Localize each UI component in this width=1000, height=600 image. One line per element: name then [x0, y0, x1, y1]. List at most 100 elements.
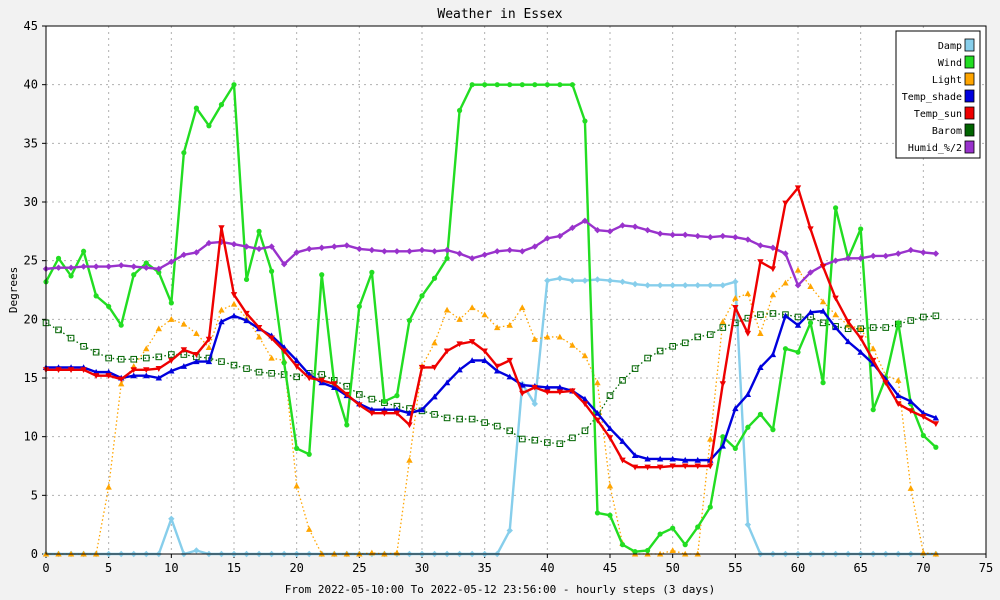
data-point-barom — [581, 427, 589, 435]
data-point-temp-shade — [456, 366, 463, 373]
data-point-humid-2 — [118, 262, 125, 269]
data-point-wind — [833, 205, 839, 211]
plot-area — [45, 25, 987, 555]
data-point-barom — [844, 325, 852, 333]
data-point-temp-sun — [619, 457, 626, 464]
data-point-light — [293, 482, 300, 489]
y-tick-label: 30 — [24, 195, 38, 209]
data-point-temp-sun — [368, 410, 376, 417]
data-point-humid-2 — [80, 263, 87, 270]
legend-swatch — [964, 106, 975, 120]
data-point-wind — [519, 82, 525, 88]
data-point-barom — [920, 313, 927, 321]
data-point-wind — [745, 424, 751, 430]
data-point-barom — [631, 365, 639, 372]
data-point-damp — [581, 277, 589, 284]
data-point-temp-sun — [130, 367, 137, 373]
data-point-temp-sun — [519, 390, 526, 397]
chart-title: Weather in Essex — [437, 7, 562, 22]
data-point-damp — [193, 547, 200, 554]
data-point-humid-2 — [180, 251, 188, 258]
data-point-humid-2 — [130, 263, 137, 270]
y-tick-label: 40 — [24, 78, 38, 92]
data-point-wind — [55, 255, 62, 261]
data-point-humid-2 — [619, 222, 626, 229]
data-point-light — [431, 339, 438, 346]
data-point-barom — [556, 440, 564, 448]
data-point-humid-2 — [443, 246, 451, 254]
data-point-light — [569, 341, 576, 348]
data-point-barom — [218, 358, 225, 365]
data-point-temp-shade — [782, 312, 789, 319]
data-point-humid-2 — [732, 234, 739, 241]
data-point-humid-2 — [669, 231, 676, 239]
data-point-humid-2 — [356, 245, 363, 253]
data-point-humid-2 — [494, 248, 501, 255]
legend-label: Wind — [938, 58, 962, 69]
data-point-light — [895, 377, 902, 383]
data-point-light — [255, 333, 263, 340]
data-point-barom — [869, 324, 877, 331]
data-point-temp-sun — [155, 366, 162, 372]
data-point-light — [306, 526, 313, 532]
data-point-barom — [168, 351, 175, 358]
data-point-barom — [67, 334, 75, 342]
data-point-light — [757, 330, 764, 336]
data-point-humid-2 — [318, 244, 325, 251]
x-tick-label: 60 — [791, 561, 805, 575]
data-point-damp — [719, 282, 726, 289]
data-point-temp-shade — [193, 358, 200, 365]
data-point-barom — [794, 313, 802, 321]
legend-swatch — [964, 38, 975, 52]
data-point-wind — [394, 393, 400, 399]
data-point-temp-sun — [794, 185, 802, 192]
data-point-wind — [118, 322, 124, 328]
axis-ticks: 0 5 10 15 20 25 30 35 40 45 0 5 10 15 20 25 30 35 40 45 50 55… — [24, 19, 994, 575]
data-point-humid-2 — [243, 243, 250, 250]
data-point-temp-shade — [506, 373, 513, 380]
data-point-temp-sun — [481, 348, 488, 355]
data-point-temp-sun — [857, 335, 864, 342]
data-point-barom — [644, 354, 651, 362]
data-point-temp-sun — [870, 357, 877, 364]
data-point-humid-2 — [205, 239, 213, 247]
data-point-light — [606, 482, 614, 489]
data-point-humid-2 — [932, 250, 940, 257]
data-point-barom — [706, 331, 714, 338]
data-point-barom — [907, 317, 915, 324]
y-tick-label: 35 — [24, 136, 38, 150]
data-point-temp-shade — [581, 395, 589, 402]
data-point-temp-shade — [895, 392, 902, 399]
data-point-humid-2 — [92, 263, 100, 270]
data-point-temp-shade — [544, 384, 551, 390]
data-point-light — [456, 316, 463, 322]
data-point-barom — [117, 355, 125, 363]
data-point-humid-2 — [418, 246, 426, 254]
data-point-damp — [531, 400, 538, 408]
data-point-light — [155, 325, 162, 332]
data-point-wind — [131, 272, 137, 278]
data-point-barom — [368, 395, 376, 403]
data-point-humid-2 — [920, 249, 927, 256]
data-point-temp-sun — [118, 376, 125, 383]
data-point-humid-2 — [769, 244, 777, 251]
data-point-humid-2 — [343, 242, 350, 249]
data-point-wind — [795, 349, 801, 355]
data-point-humid-2 — [531, 243, 538, 250]
data-point-damp — [744, 521, 752, 528]
data-point-wind — [294, 445, 300, 451]
data-point-barom — [694, 333, 702, 341]
data-point-light — [118, 380, 125, 387]
x-tick-label: 15 — [227, 561, 241, 575]
data-point-humid-2 — [431, 248, 438, 255]
data-point-wind — [807, 320, 814, 326]
data-point-temp-shade — [293, 357, 300, 363]
data-point-temp-shade — [218, 318, 225, 325]
data-point-humid-2 — [306, 245, 313, 253]
data-point-humid-2 — [481, 251, 488, 258]
data-point-wind — [507, 82, 513, 88]
legend-swatch — [964, 55, 975, 69]
data-point-temp-sun — [594, 417, 601, 424]
data-point-barom — [356, 391, 363, 398]
data-point-light — [832, 311, 839, 318]
